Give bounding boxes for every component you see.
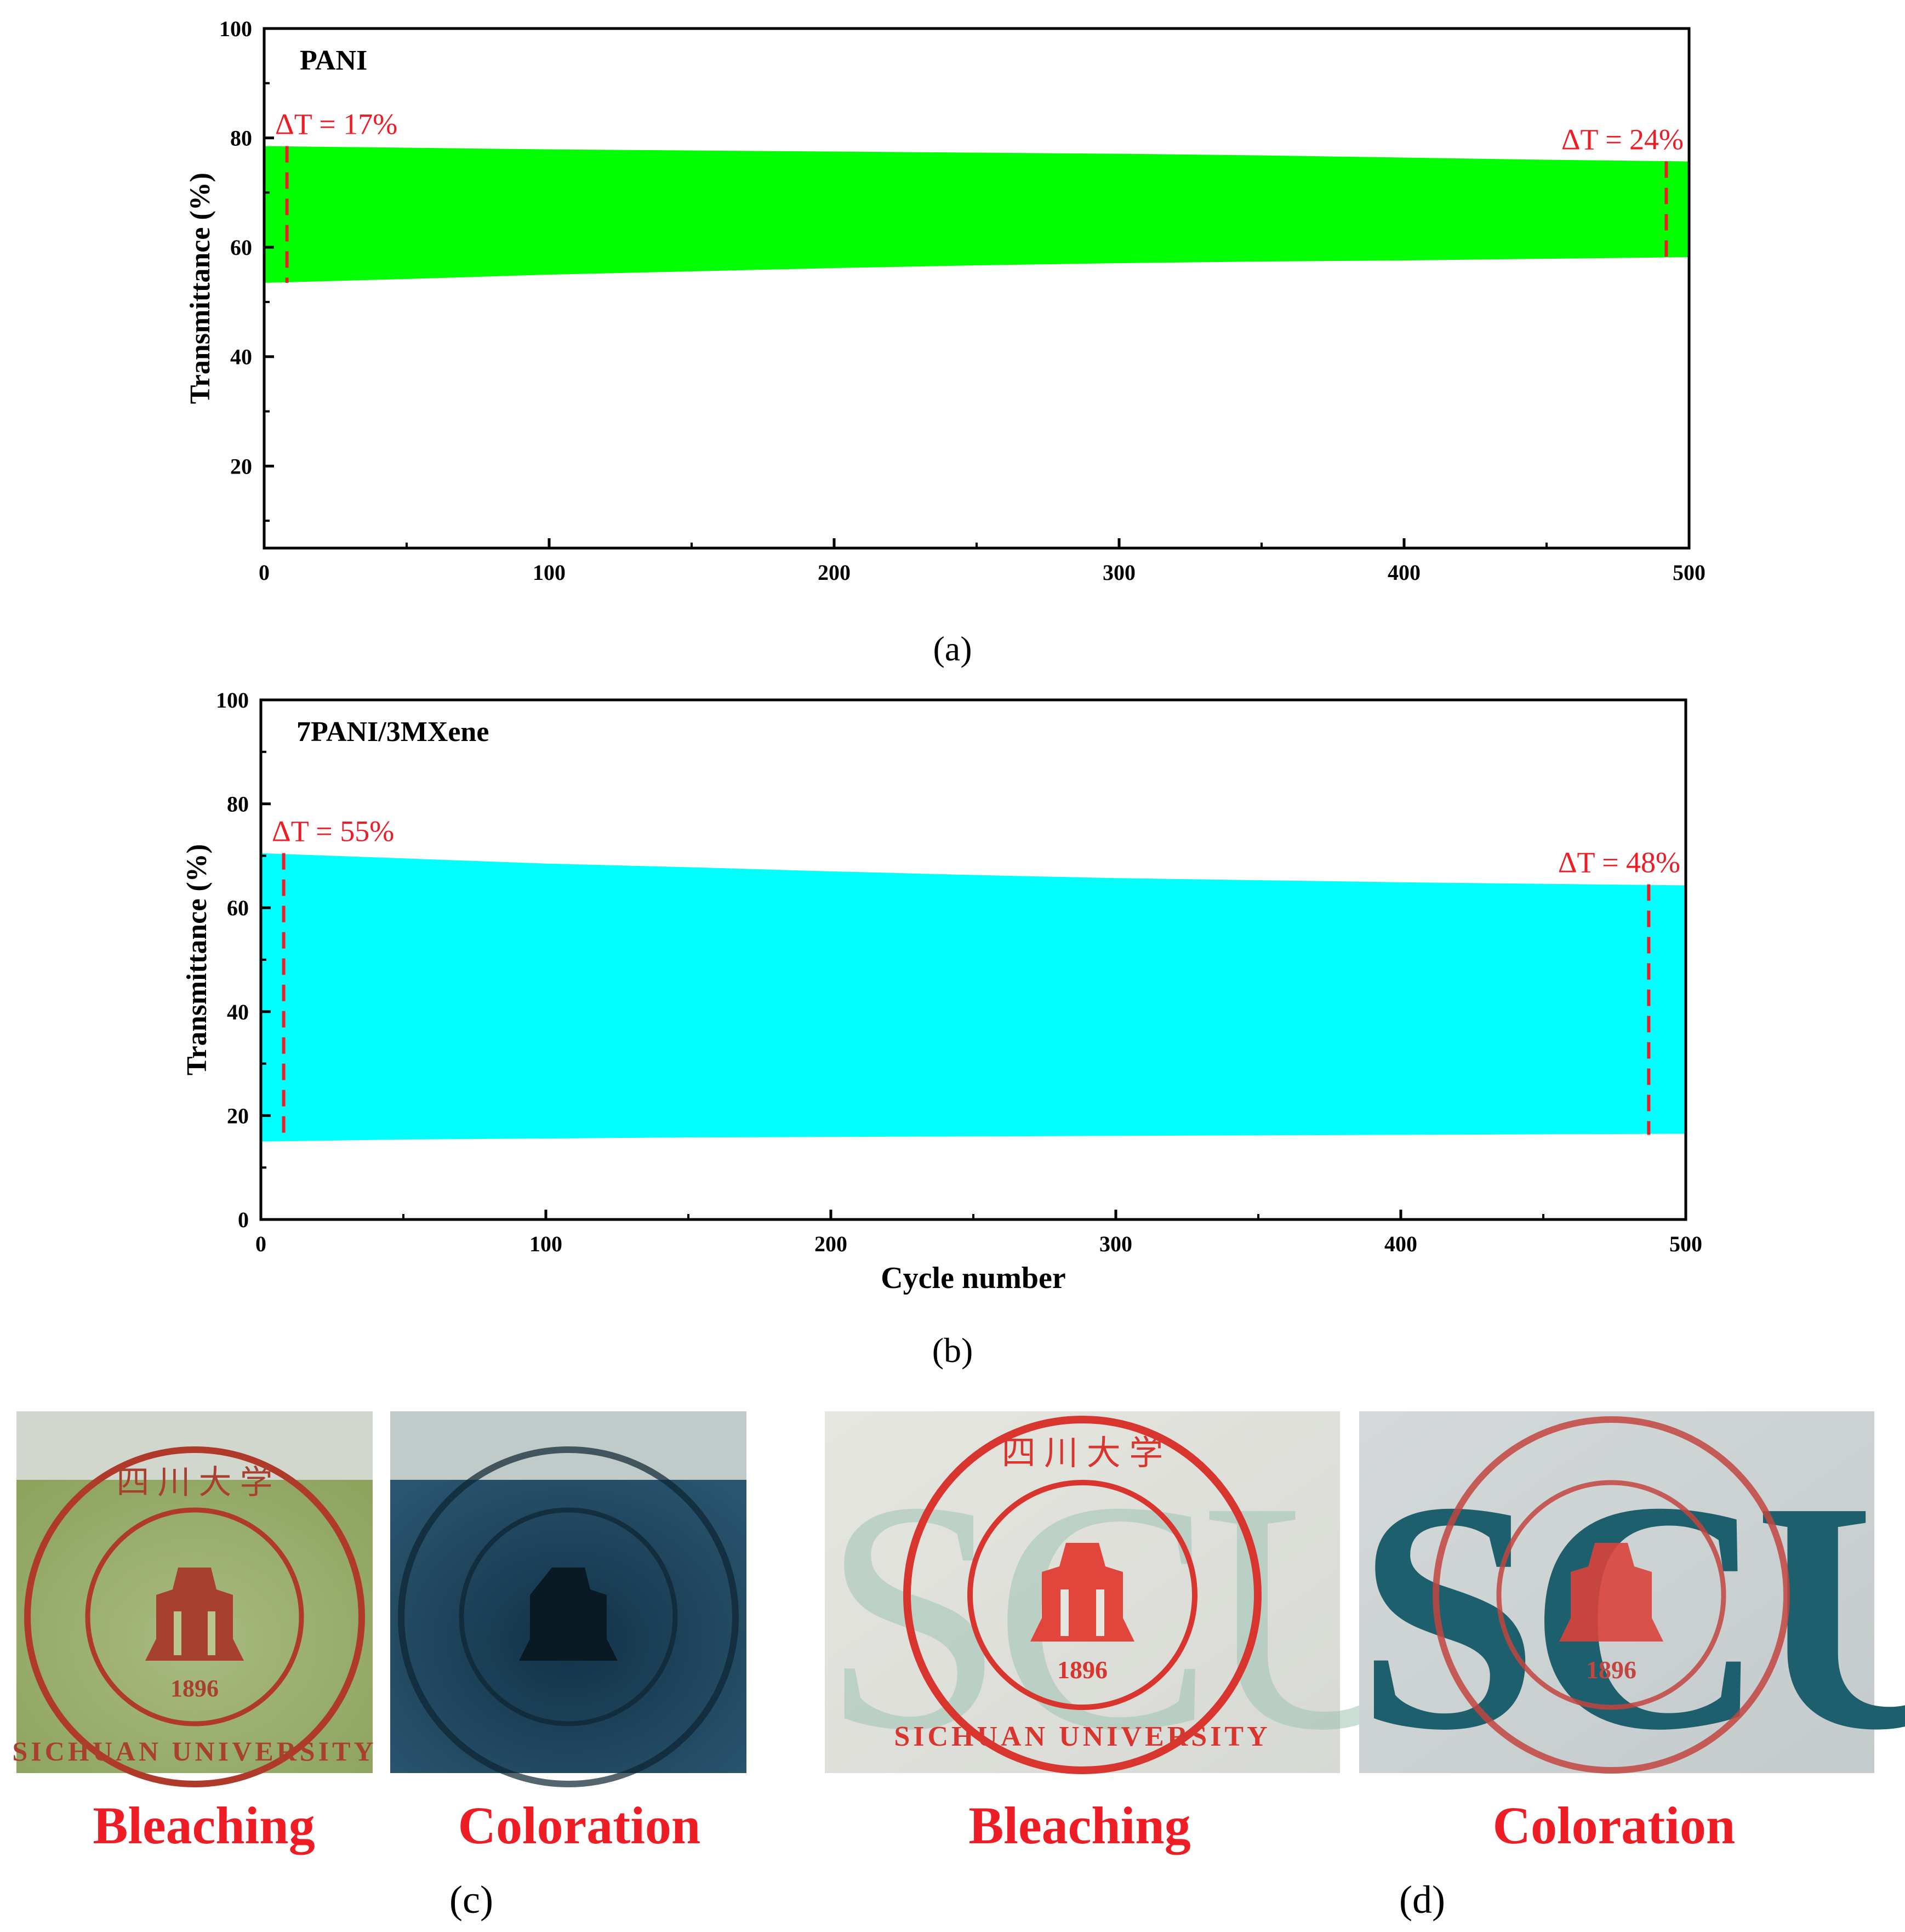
- y-tick-label: 100: [216, 688, 249, 713]
- y-tick-label: 60: [227, 896, 249, 920]
- x-axis-label: Cycle number: [881, 1261, 1066, 1295]
- x-tick-label: 400: [1388, 560, 1421, 585]
- plot-frame: [263, 27, 1691, 550]
- label-d-bleaching: Bleaching: [968, 1796, 1190, 1855]
- label-c-coloration: Coloration: [458, 1796, 701, 1855]
- x-tick-label: 300: [1099, 1232, 1132, 1256]
- series-band: [264, 146, 1689, 283]
- panel-caption-b: (b): [932, 1331, 973, 1370]
- chart-title: PANI: [300, 45, 367, 76]
- delta-t-label: ΔT = 48%: [1558, 846, 1680, 879]
- university-seal: 1896 SICHUAN UNIVERSITY 四 川 大 学: [12, 1446, 377, 1787]
- chart-b-7pani-3mxene: 0 100 200 300 400 500 0 20 40 60 80 100 Transmittanc…: [181, 688, 1702, 1370]
- photo-c-bleaching: 1896 SICHUAN UNIVERSITY 四 川 大 学: [12, 1411, 377, 1787]
- x-tick-label: 0: [255, 1232, 266, 1256]
- seal-year: 1896: [1586, 1656, 1636, 1684]
- university-seal-faint: [398, 1446, 739, 1787]
- y-tick-label: 80: [230, 126, 252, 151]
- seal-year: 1896: [1057, 1656, 1108, 1684]
- chart-a-pani: 0 100 200 300 400 500 20 40 60 80 100 Transmittance…: [185, 16, 1706, 668]
- panel-caption-c: (c): [449, 1878, 493, 1922]
- y-tick-label: 40: [227, 1000, 249, 1024]
- y-tick-label: 80: [227, 792, 249, 817]
- x-tick-label: 500: [1669, 1232, 1702, 1256]
- y-tick-label: 20: [227, 1103, 249, 1128]
- y-tick-label: 40: [230, 345, 252, 369]
- x-tick-label: 100: [529, 1232, 562, 1256]
- seal-ring-text: SICHUAN UNIVERSITY: [12, 1736, 377, 1766]
- y-axis-label: Transmittance (%): [181, 844, 213, 1075]
- x-tick-label: 200: [818, 560, 851, 585]
- y-tick-label: 100: [219, 16, 252, 41]
- series-band: [261, 853, 1686, 1142]
- x-tick-label: 500: [1673, 560, 1706, 585]
- x-tick-label: 0: [259, 560, 270, 585]
- panel-caption-d: (d): [1399, 1878, 1445, 1922]
- x-tick-label: 400: [1384, 1232, 1417, 1256]
- seal-year: 1896: [170, 1675, 219, 1702]
- y-tick-label: 0: [238, 1207, 249, 1232]
- plot-area: 0 100 200 300 400 500 20 40 60 80 100 Transmittance…: [185, 16, 1706, 585]
- delta-t-label: ΔT = 55%: [272, 815, 394, 848]
- seal-chinese-characters: 四 川 大 学: [1002, 1435, 1163, 1472]
- chart-title: 7PANI/3MXene: [296, 716, 489, 748]
- x-tick-label: 100: [533, 560, 566, 585]
- delta-t-label: ΔT = 24%: [1561, 123, 1684, 156]
- photo-panels: 1896 SICHUAN UNIVERSITY 四 川 大 学 SCU 1896…: [12, 1411, 1905, 1922]
- plot-area: 0 100 200 300 400 500 0 20 40 60 80 100 Transmittanc…: [181, 688, 1702, 1295]
- photo-d-coloration: SCU 1896: [1356, 1411, 1905, 1798]
- photo-d-bleaching: SCU 1896 SICHUAN UNIVERSITY 四 川 大 学: [822, 1411, 1445, 1798]
- seal-chinese-characters: 四 川 大 学: [117, 1464, 273, 1501]
- label-d-coloration: Coloration: [1493, 1796, 1736, 1855]
- photo-c-coloration: [390, 1411, 746, 1787]
- seal-ring-text: SICHUAN UNIVERSITY: [894, 1721, 1270, 1752]
- university-seal: 1896 SICHUAN UNIVERSITY 四 川 大 学: [894, 1416, 1270, 1774]
- x-tick-label: 200: [814, 1232, 847, 1256]
- y-tick-label: 60: [230, 235, 252, 260]
- panel-caption-a: (a): [933, 629, 972, 668]
- university-seal: 1896: [1433, 1416, 1790, 1774]
- delta-t-label: ΔT = 17%: [275, 108, 397, 141]
- y-tick-label: 20: [230, 454, 252, 478]
- y-axis-label: Transmittance (%): [185, 173, 216, 404]
- x-tick-label: 300: [1103, 560, 1136, 585]
- label-c-bleaching: Bleaching: [93, 1796, 315, 1855]
